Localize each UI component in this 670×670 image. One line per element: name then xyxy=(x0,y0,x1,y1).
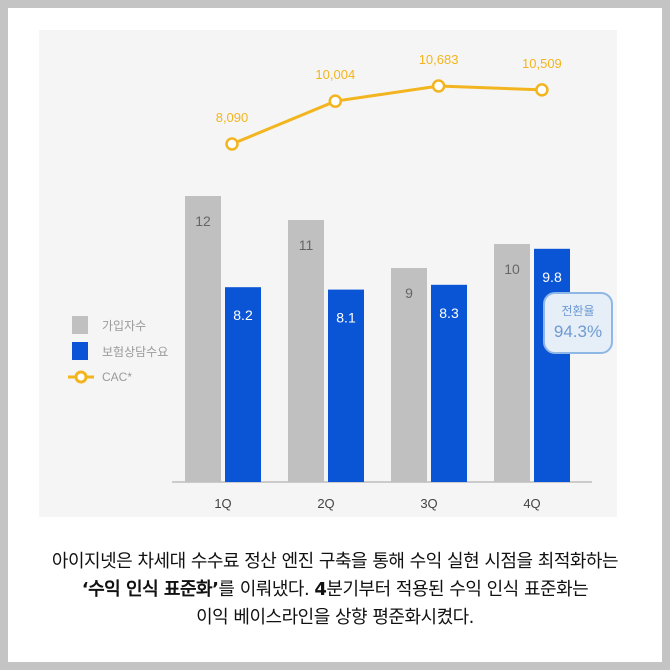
bar-consult xyxy=(431,284,467,482)
bar-label: 8.1 xyxy=(336,310,356,326)
bar-subscribers xyxy=(288,220,324,482)
badge-label: 전환율 xyxy=(561,304,595,318)
bar-label: 10 xyxy=(504,261,520,277)
bar-subscribers xyxy=(494,244,530,482)
cac-point xyxy=(535,83,549,97)
cac-line xyxy=(231,84,542,146)
bar-consult xyxy=(225,287,261,482)
bar-label: 8.3 xyxy=(439,305,459,321)
caption-text: 분기부터 적용된 수익 인식 표준화는 xyxy=(326,579,589,600)
caption: 아이지넷은 차세대 수수료 정산 엔진 구축을 통해 수익 실현 시점을 최적화… xyxy=(0,548,670,632)
caption-line: ‘수익 인식 표준화’를 이뤄냈다. 4분기부터 적용된 수익 인식 표준화는 xyxy=(0,576,670,604)
caption-emphasis: ‘수익 인식 표준화’ xyxy=(81,579,219,600)
cac-label: 10,683 xyxy=(419,52,459,67)
cac-point xyxy=(328,94,343,108)
bar-label: 9 xyxy=(405,285,413,301)
x-tick-label: 2Q xyxy=(317,496,334,511)
cac-point xyxy=(431,79,446,93)
legend-label: 보험상담수요 xyxy=(102,344,169,359)
bar-subscribers xyxy=(185,196,221,482)
cac-point xyxy=(225,137,239,151)
bar-label: 12 xyxy=(195,213,211,229)
cac-label: 10,509 xyxy=(522,56,562,71)
legend-item-subscribers: 가입자수 xyxy=(68,312,168,338)
conversion-rate-badge: 전환율 94.3% xyxy=(543,292,613,354)
bar-label: 9.8 xyxy=(542,269,562,285)
legend-label: 가입자수 xyxy=(102,318,147,333)
cac-label: 10,004 xyxy=(315,67,355,82)
x-tick-label: 1Q xyxy=(214,496,231,511)
bar-consult xyxy=(328,289,364,482)
bar-label: 11 xyxy=(299,237,314,253)
x-tick-label: 4Q xyxy=(523,496,540,511)
bar-subscribers xyxy=(391,268,427,482)
legend-item-cac: CAC* xyxy=(68,364,168,390)
caption-text: 를 이뤄냈다. xyxy=(218,579,315,600)
caption-emphasis: 4 xyxy=(314,579,327,600)
legend-swatch-blue xyxy=(72,342,88,360)
cac-label: 8,090 xyxy=(216,110,249,125)
caption-line: 이익 베이스라인을 상향 평준화시켰다. xyxy=(196,607,474,628)
caption-line: 아이지넷은 차세대 수수료 정산 엔진 구축을 통해 수익 실현 시점을 최적화… xyxy=(51,551,619,572)
legend-item-consult: 보험상담수요 xyxy=(68,338,168,364)
badge-value: 94.3% xyxy=(553,322,603,341)
legend-label: CAC* xyxy=(102,370,133,384)
legend-line-marker-icon xyxy=(68,370,94,384)
x-tick-label: 3Q xyxy=(420,496,437,511)
legend-swatch-gray xyxy=(72,316,88,334)
bar-label: 8.2 xyxy=(233,307,253,323)
bar-consult xyxy=(534,248,570,482)
legend: 가입자수 보험상담수요 CAC* xyxy=(68,312,168,390)
